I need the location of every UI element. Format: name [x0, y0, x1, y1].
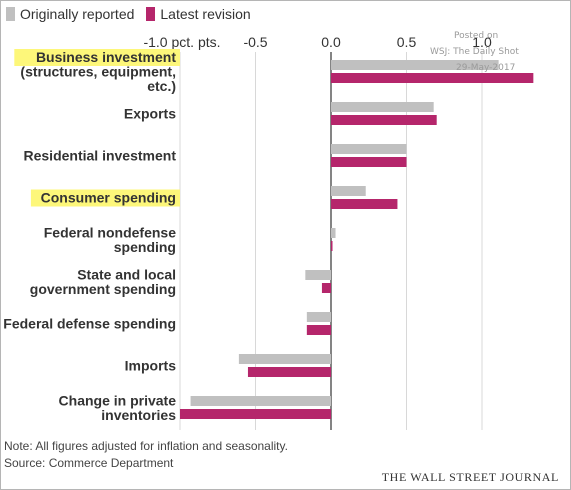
bar-revised-0: [331, 73, 534, 83]
watermark-line-3: 29-May-2017: [456, 63, 516, 73]
bar-revised-1: [331, 115, 437, 125]
legend-item-latest-revision: Latest revision: [146, 6, 251, 22]
bar-original-4: [331, 228, 336, 238]
x-tick-label-2: 0.0: [321, 34, 341, 50]
category-label-3-line-0: Consumer spending: [41, 190, 176, 206]
watermark: Posted on WSJ: The Daily Shot 29-May-201…: [430, 28, 540, 76]
legend-item-originally-reported: Originally reported: [6, 6, 134, 22]
bar-revised-8: [180, 409, 331, 419]
bar-original-5: [305, 270, 331, 280]
legend: Originally reported Latest revision: [6, 5, 263, 23]
watermark-line-1: Posted on: [454, 31, 499, 41]
bar-original-2: [331, 144, 407, 154]
bar-revised-7: [247, 367, 331, 377]
category-label-4-line-0: Federal nondefense: [44, 224, 176, 240]
category-label-5-line-1: government spending: [30, 281, 176, 297]
legend-swatch-originally-reported: [6, 7, 15, 21]
bar-original-8: [190, 396, 331, 406]
category-highlight-3: [30, 189, 181, 207]
category-label-2-line-0: Residential investment: [24, 148, 177, 164]
note-text: Note: All figures adjusted for inflation…: [4, 439, 288, 453]
bar-original-3: [331, 186, 366, 196]
category-label-8-line-1: inventories: [101, 407, 176, 423]
legend-swatch-latest-revision: [146, 7, 156, 21]
category-highlight-0: [14, 49, 180, 66]
bar-revised-2: [331, 157, 407, 167]
category-label-8-line-0: Change in private: [59, 392, 177, 408]
category-label-7-line-0: Imports: [125, 358, 177, 374]
category-label-0-line-2: etc.): [147, 78, 176, 94]
bar-revised-3: [331, 199, 398, 209]
bar-original-0: [331, 60, 499, 70]
publisher-label: THE WALL STREET JOURNAL: [381, 470, 559, 484]
category-label-5-line-0: State and local: [77, 266, 176, 282]
bar-revised-4: [331, 241, 333, 251]
category-label-6-line-0: Federal defense spending: [3, 316, 176, 332]
legend-label-latest-revision: Latest revision: [160, 6, 251, 22]
watermark-line-2: WSJ: The Daily Shot: [430, 47, 519, 57]
x-tick-label-4: 1.0: [472, 34, 492, 50]
x-tick-label-3: 0.5: [397, 34, 417, 50]
category-label-4-line-1: spending: [114, 239, 176, 255]
bar-original-1: [331, 102, 434, 112]
x-tick-label-0: -1.0 pct. pts.: [143, 34, 220, 50]
bar-original-7: [238, 354, 331, 364]
bar-revised-6: [306, 325, 331, 335]
bar-original-6: [306, 312, 331, 322]
source-text: Source: Commerce Department: [4, 456, 174, 470]
category-label-0-line-0: Business investment: [36, 49, 176, 65]
footer-notes: Note: All figures adjusted for inflation…: [4, 438, 288, 472]
category-label-1-line-0: Exports: [124, 106, 176, 122]
x-tick-label-1: -0.5: [243, 34, 267, 50]
bar-revised-5: [321, 283, 331, 293]
category-label-0-line-1: (structures, equipment,: [20, 64, 176, 80]
legend-label-originally-reported: Originally reported: [20, 6, 135, 22]
